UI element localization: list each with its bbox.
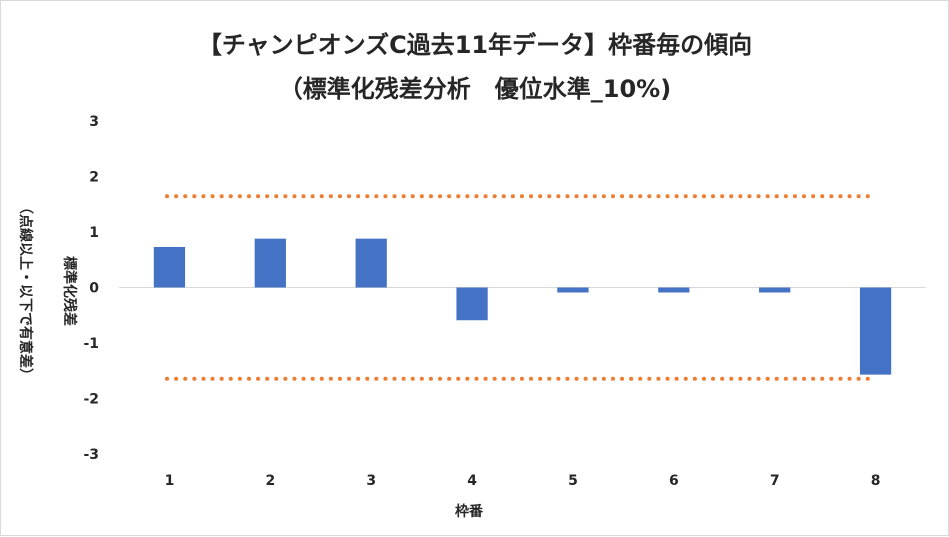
x-tick-label: 5	[568, 473, 578, 489]
x-axis-title: 枠番	[455, 503, 484, 520]
bar-3	[355, 238, 387, 288]
bar-8	[859, 287, 892, 375]
y-tick-label: 2	[89, 170, 99, 186]
y-tick-label: -2	[83, 392, 99, 408]
x-tick-label: 2	[265, 473, 275, 489]
bar-4	[456, 287, 488, 321]
x-tick-label: 8	[871, 473, 881, 489]
chart-title-line-2: （標準化残差分析 優位水準_10%)	[279, 75, 671, 103]
bar-2	[254, 238, 286, 288]
x-axis-ticks: 1 2 3 4 5 6 7 8	[165, 473, 881, 489]
bar-5	[557, 287, 589, 293]
y-tick-label: -1	[83, 336, 99, 352]
y-axis-ticks: 3 2 1 0 -1 -2 -3	[83, 114, 99, 463]
y-tick-label: 3	[89, 114, 99, 130]
y-axis-title-group: 標準化残差 （点線以上・以下で有意差）	[17, 200, 78, 382]
y-axis-title-line-2: （点線以上・以下で有意差）	[17, 200, 34, 382]
y-tick-label: 0	[89, 281, 99, 297]
threshold-lines	[165, 194, 873, 381]
x-tick-label: 4	[467, 473, 477, 489]
bar-7	[759, 287, 791, 293]
x-tick-label: 1	[165, 473, 175, 489]
y-tick-label: -3	[83, 447, 99, 463]
y-tick-label: 1	[89, 225, 99, 241]
bar-1	[153, 246, 186, 288]
bar-6	[658, 287, 690, 293]
x-tick-label: 7	[770, 473, 780, 489]
chart-title-line-1: 【チャンピオンズC過去11年データ】枠番毎の傾向	[198, 31, 752, 59]
x-tick-label: 6	[669, 473, 679, 489]
x-tick-label: 3	[366, 473, 376, 489]
y-axis-title-line-1: 標準化残差	[61, 256, 78, 326]
bars	[153, 238, 892, 375]
